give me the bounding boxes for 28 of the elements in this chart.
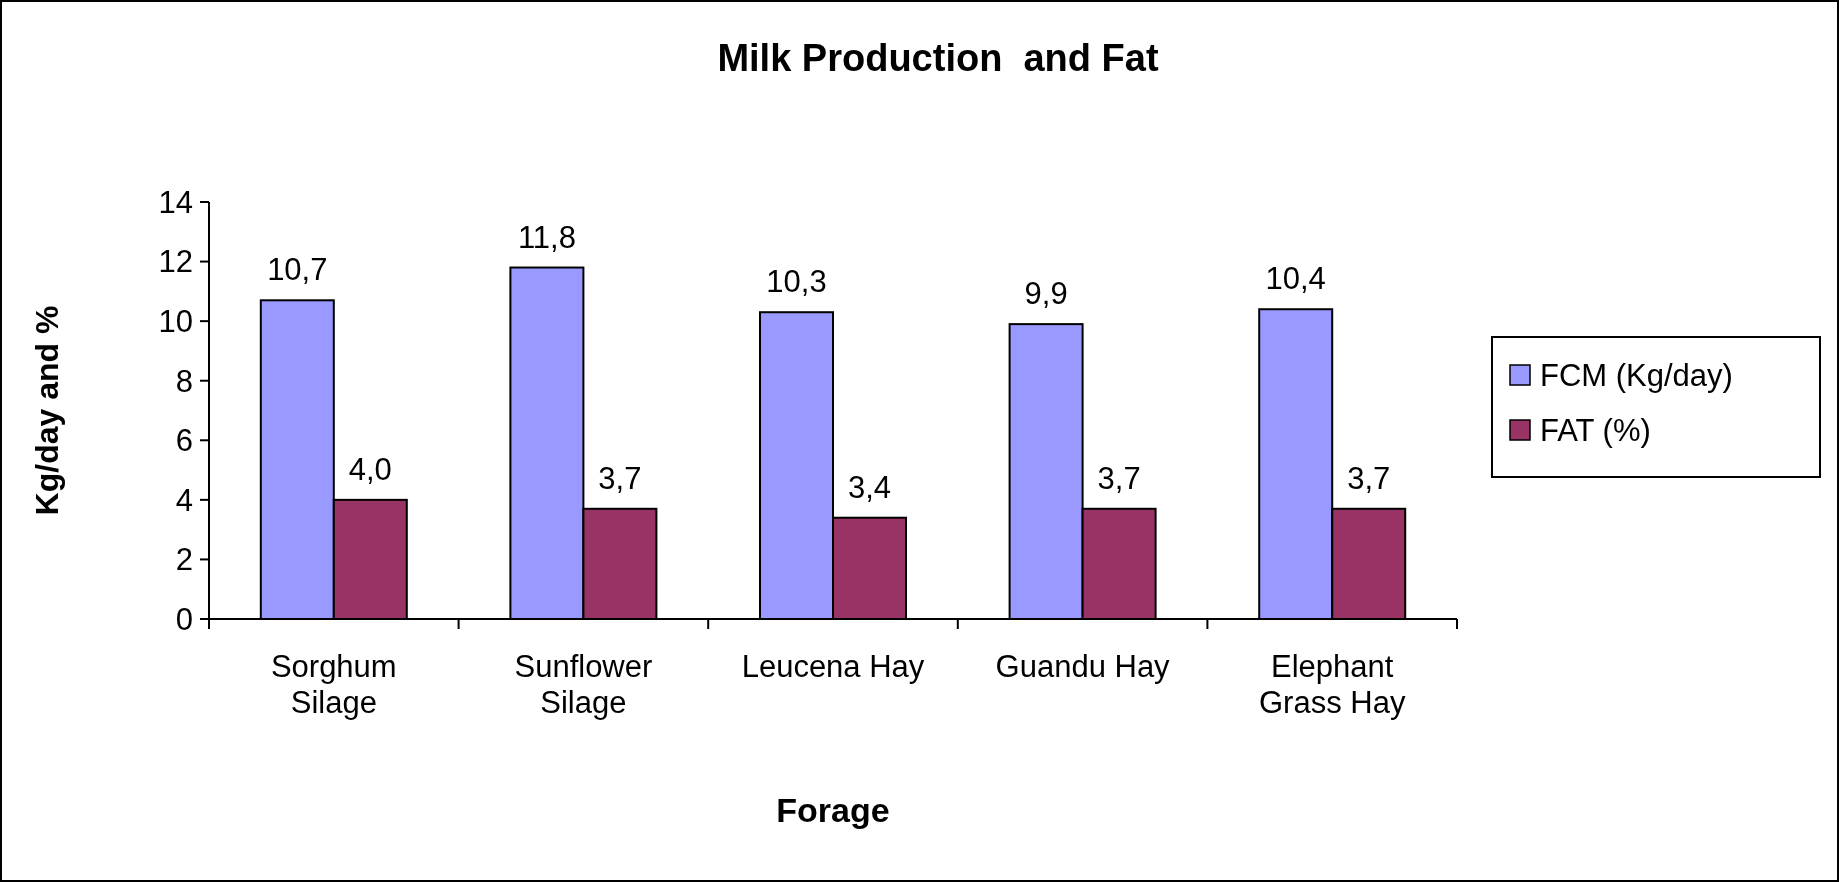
y-tick-label: 8 <box>175 363 193 399</box>
y-tick-label: 14 <box>158 184 193 220</box>
x-tick-label: Elephant Grass Hay <box>1258 649 1406 720</box>
x-axis-title: Forage <box>776 791 890 829</box>
x-tick-label: Guandu Hay <box>995 649 1171 684</box>
y-tick-label: 0 <box>175 601 193 637</box>
legend-label: FAT (%) <box>1540 412 1651 448</box>
data-label: 10,3 <box>766 264 827 300</box>
x-tick-label: Sunflower Silage <box>514 649 653 720</box>
chart-title: Milk Production and Fat <box>717 37 1159 79</box>
data-label: 9,9 <box>1024 276 1068 312</box>
data-label: 3,7 <box>598 460 642 496</box>
data-label: 10,4 <box>1265 261 1326 297</box>
y-tick-label: 10 <box>158 303 193 339</box>
data-label: 10,7 <box>267 252 328 288</box>
y-tick-label: 2 <box>175 542 193 578</box>
y-axis-title: Kg/day and % <box>29 305 65 516</box>
data-label: 3,4 <box>847 469 892 505</box>
x-tick-label: Sorghum Silage <box>270 649 397 720</box>
data-label: 4,0 <box>348 451 392 487</box>
legend-label: FCM (Kg/day) <box>1540 357 1733 393</box>
x-tick-label: Leucena Hay <box>741 649 925 684</box>
y-tick-label: 4 <box>175 482 193 518</box>
y-tick-label: 6 <box>175 423 193 459</box>
y-tick-label: 12 <box>158 244 193 280</box>
data-label: 3,7 <box>1347 460 1391 496</box>
data-label: 11,8 <box>517 219 576 255</box>
data-label: 3,7 <box>1097 460 1141 496</box>
